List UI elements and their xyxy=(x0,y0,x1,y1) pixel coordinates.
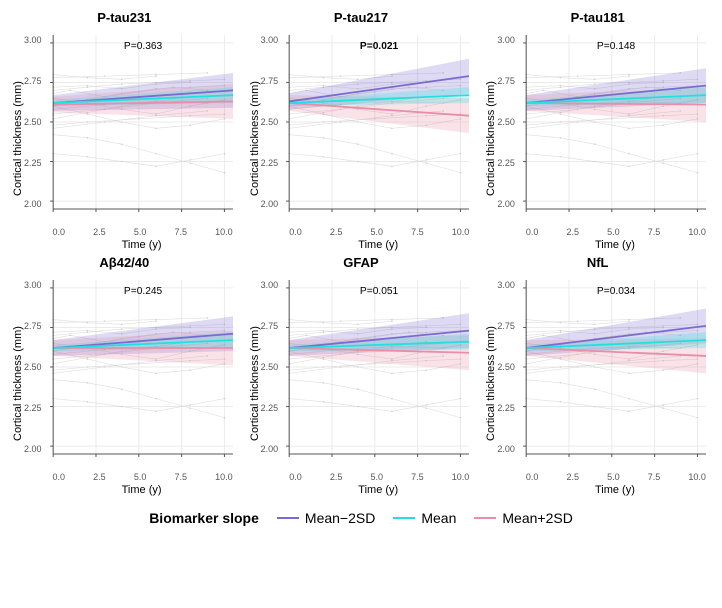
legend-swatch-icon xyxy=(474,517,496,519)
panel-title: GFAP xyxy=(247,255,476,270)
panel-P-tau217: P-tau217 Cortical thickness (mm) 3.002.7… xyxy=(247,10,476,251)
x-ticks: 0.02.55.07.510.0 xyxy=(281,227,475,237)
svg-text:P=0.245: P=0.245 xyxy=(123,286,162,297)
legend-title: Biomarker slope xyxy=(149,510,259,526)
y-axis-label: Cortical thickness (mm) xyxy=(483,27,497,251)
y-axis-label: Cortical thickness (mm) xyxy=(247,272,261,496)
x-ticks: 0.02.55.07.510.0 xyxy=(281,472,475,482)
legend-label: Mean+2SD xyxy=(502,510,572,526)
y-axis-label: Cortical thickness (mm) xyxy=(10,272,24,496)
panel-NfL: NfL Cortical thickness (mm) 3.002.752.50… xyxy=(483,255,712,496)
svg-text:P=0.363: P=0.363 xyxy=(123,41,162,52)
x-axis-label: Time (y) xyxy=(518,239,712,251)
panel-title: NfL xyxy=(483,255,712,270)
x-axis-label: Time (y) xyxy=(518,484,712,496)
svg-text:P=0.148: P=0.148 xyxy=(597,41,636,52)
panel-title: P-tau181 xyxy=(483,10,712,25)
panel-GFAP: GFAP Cortical thickness (mm) 3.002.752.5… xyxy=(247,255,476,496)
legend-swatch-icon xyxy=(393,517,415,519)
y-ticks: 3.002.752.502.252.00 xyxy=(24,272,45,472)
plot-svg: P=0.021 xyxy=(281,27,475,227)
legend-item-mean: Mean xyxy=(393,510,456,526)
x-ticks: 0.02.55.07.510.0 xyxy=(45,227,239,237)
y-ticks: 3.002.752.502.252.00 xyxy=(261,272,282,472)
x-ticks: 0.02.55.07.510.0 xyxy=(518,472,712,482)
svg-text:P=0.051: P=0.051 xyxy=(360,286,399,297)
svg-text:P=0.021: P=0.021 xyxy=(360,41,399,52)
plot-svg: P=0.363 xyxy=(45,27,239,227)
plot-svg: P=0.034 xyxy=(518,272,712,472)
y-ticks: 3.002.752.502.252.00 xyxy=(261,27,282,227)
legend-item-mean_minus_2sd: Mean−2SD xyxy=(277,510,375,526)
x-axis-label: Time (y) xyxy=(45,484,239,496)
plot-svg: P=0.051 xyxy=(281,272,475,472)
legend-label: Mean xyxy=(421,510,456,526)
x-ticks: 0.02.55.07.510.0 xyxy=(45,472,239,482)
panel-title: P-tau231 xyxy=(10,10,239,25)
x-axis-label: Time (y) xyxy=(281,239,475,251)
y-ticks: 3.002.752.502.252.00 xyxy=(24,27,45,227)
panel-P-tau231: P-tau231 Cortical thickness (mm) 3.002.7… xyxy=(10,10,239,251)
legend-item-mean_plus_2sd: Mean+2SD xyxy=(474,510,572,526)
legend-swatch-icon xyxy=(277,517,299,519)
x-axis-label: Time (y) xyxy=(45,239,239,251)
panel-title: P-tau217 xyxy=(247,10,476,25)
y-axis-label: Cortical thickness (mm) xyxy=(247,27,261,251)
x-ticks: 0.02.55.07.510.0 xyxy=(518,227,712,237)
panel-grid: P-tau231 Cortical thickness (mm) 3.002.7… xyxy=(10,10,712,496)
x-axis-label: Time (y) xyxy=(281,484,475,496)
y-axis-label: Cortical thickness (mm) xyxy=(10,27,24,251)
svg-text:P=0.034: P=0.034 xyxy=(597,286,636,297)
panel-Aβ42/40: Aβ42/40 Cortical thickness (mm) 3.002.75… xyxy=(10,255,239,496)
panel-P-tau181: P-tau181 Cortical thickness (mm) 3.002.7… xyxy=(483,10,712,251)
plot-svg: P=0.245 xyxy=(45,272,239,472)
y-ticks: 3.002.752.502.252.00 xyxy=(497,27,518,227)
legend: Biomarker slope Mean−2SD Mean Mean+2SD xyxy=(10,510,712,526)
plot-svg: P=0.148 xyxy=(518,27,712,227)
y-axis-label: Cortical thickness (mm) xyxy=(483,272,497,496)
panel-title: Aβ42/40 xyxy=(10,255,239,270)
y-ticks: 3.002.752.502.252.00 xyxy=(497,272,518,472)
legend-label: Mean−2SD xyxy=(305,510,375,526)
